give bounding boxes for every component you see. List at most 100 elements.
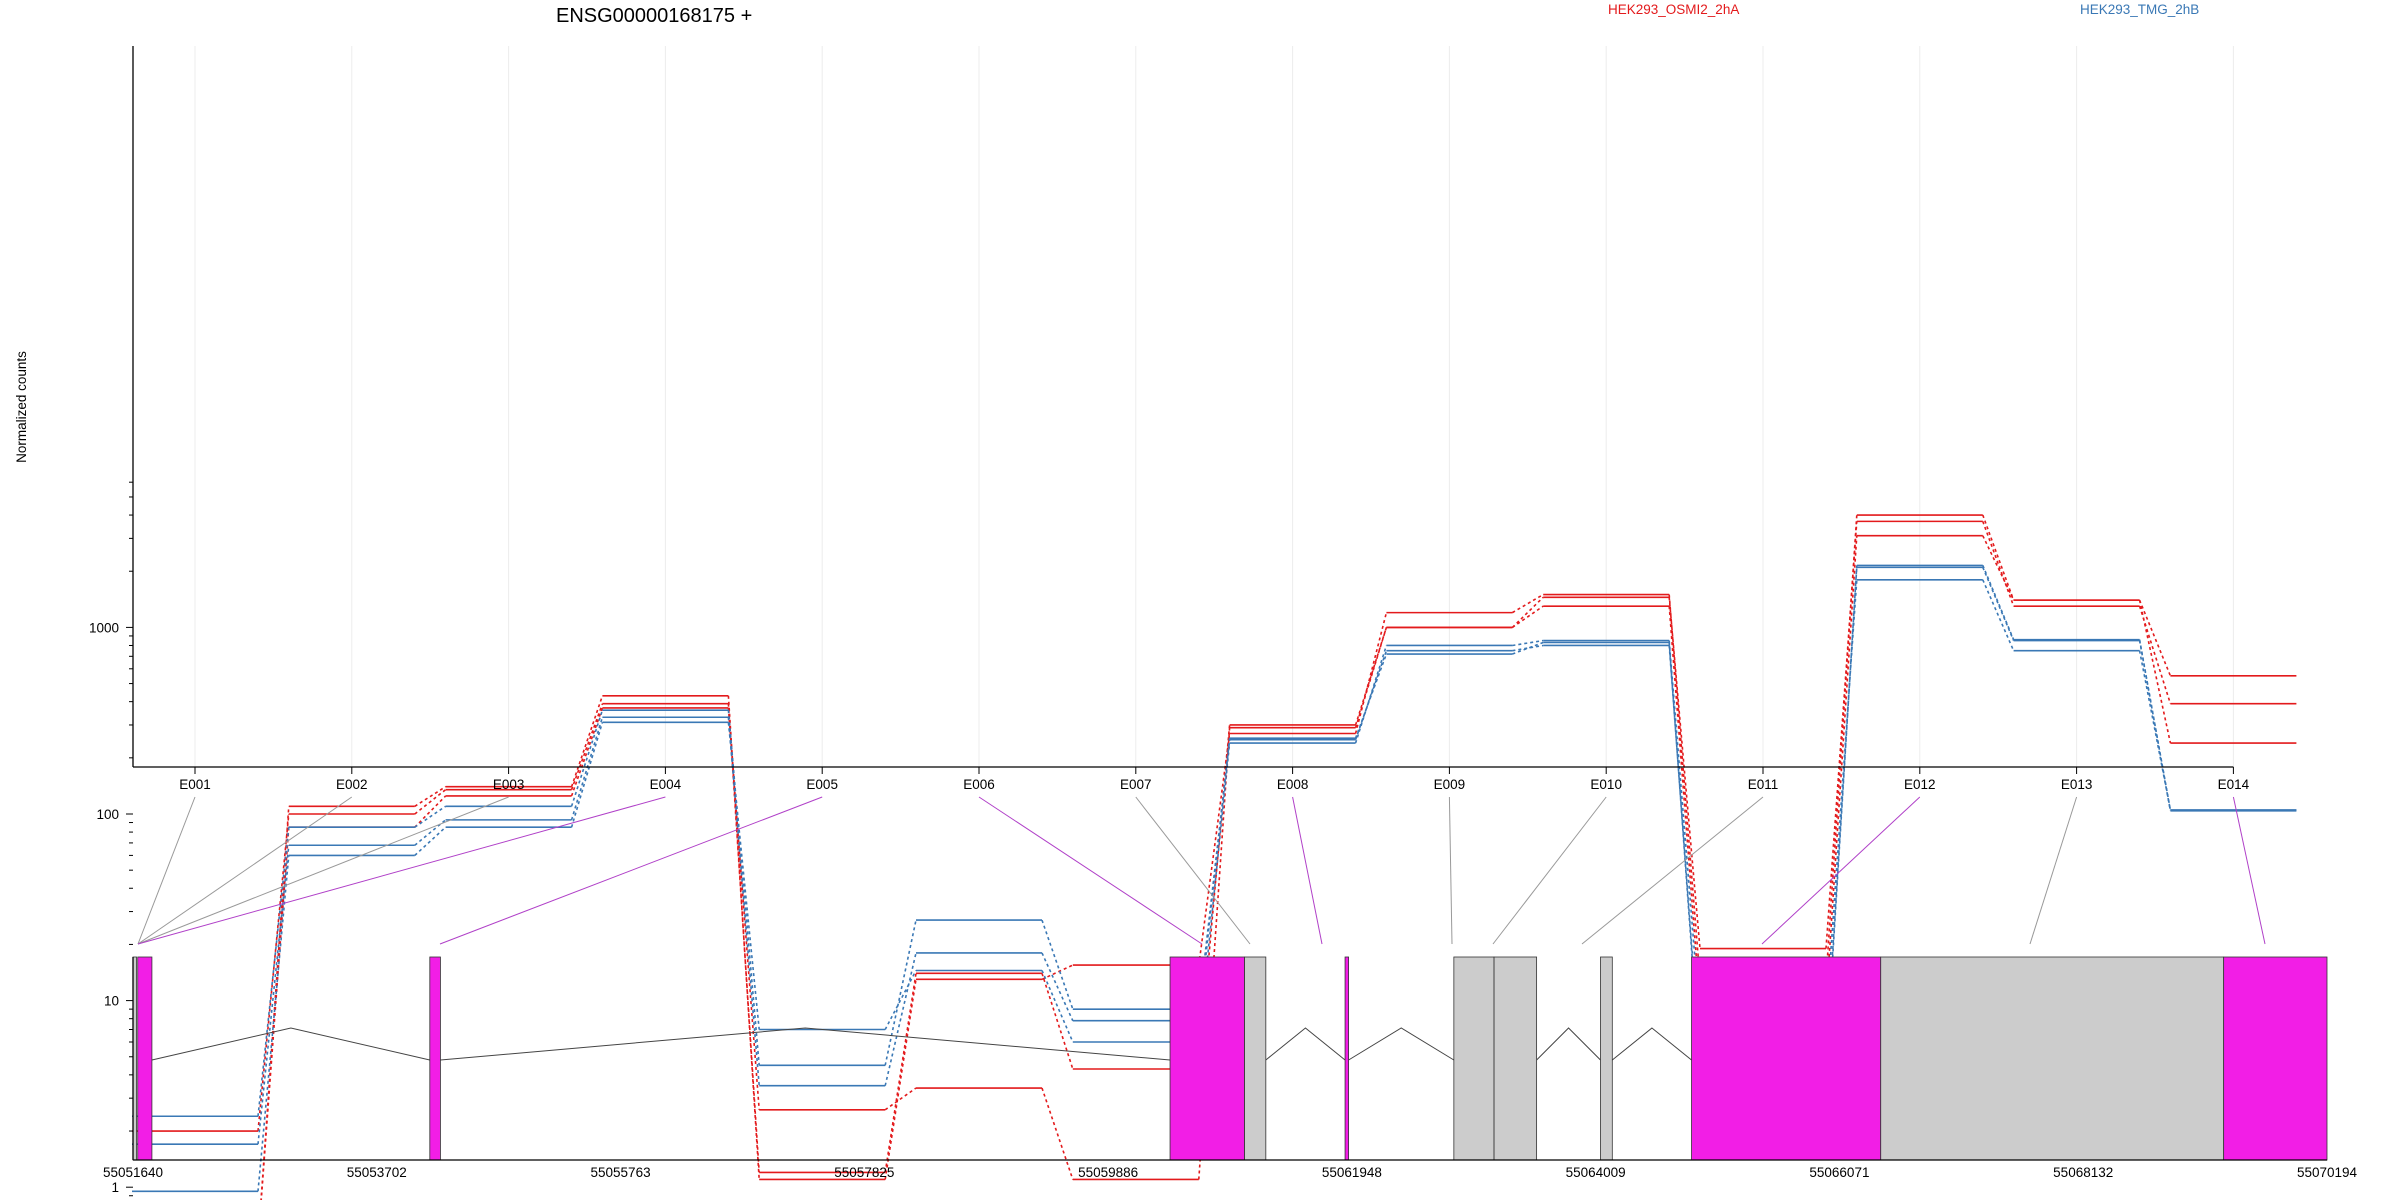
transition-e005: [884, 919, 917, 1066]
transition-e009: [1512, 639, 1544, 647]
x-tick-label-e013: E013: [2061, 777, 2093, 792]
y-tick-label: 100: [96, 807, 119, 822]
coordinate-label: 55064009: [1566, 1165, 1626, 1180]
exon-block-11: [1880, 956, 2225, 1161]
x-tick-label-e007: E007: [1120, 777, 1152, 792]
connector-e005: [439, 796, 823, 945]
legend-item-condition-a: HEK293_OSMI2_2hA: [1608, 2, 1739, 17]
transition-e013: [2138, 650, 2172, 811]
connector-e014: [2232, 796, 2266, 945]
x-tick-label-e009: E009: [1434, 777, 1466, 792]
transition-e006: [1041, 973, 1074, 1070]
transition-e005: [884, 979, 917, 1180]
legend-item-condition-b: HEK293_TMG_2hB: [2080, 2, 2199, 17]
exon-connectors: [137, 796, 2266, 945]
transition-e010: [1668, 642, 1701, 1066]
x-tick-label-e014: E014: [2218, 777, 2250, 792]
transition-e008: [1354, 650, 1388, 741]
transition-e012: [1982, 514, 2015, 601]
transition-e005: [884, 1087, 917, 1111]
gene-model: [132, 956, 2328, 1161]
transition-e002: [414, 826, 447, 856]
transition-e011: [1825, 515, 1858, 980]
transition-e006: [1041, 919, 1074, 1010]
x-tick-label-e011: E011: [1748, 777, 1779, 792]
transition-e008: [1354, 627, 1388, 726]
transition-e013: [2138, 599, 2172, 677]
coordinate-label: 55068132: [2053, 1165, 2113, 1180]
x-tick-label-e005: E005: [806, 777, 838, 792]
connector-e008: [1292, 796, 1323, 945]
transition-e003: [570, 695, 604, 787]
exon-block-5: [1244, 956, 1267, 1161]
y-tick-label: 1: [111, 1180, 119, 1195]
transition-e012: [1982, 521, 2015, 607]
exon-block-9: [1600, 956, 1613, 1161]
intron: [440, 1027, 1171, 1061]
connector-e011: [1581, 796, 1764, 945]
transition-e008: [1354, 612, 1388, 734]
connector-e009: [1448, 796, 1453, 945]
connector-e010: [1492, 796, 1607, 945]
transition-e012: [1982, 535, 2015, 601]
coordinate-label: 55059886: [1078, 1165, 1138, 1180]
transition-e006: [1041, 1087, 1074, 1180]
transition-e003: [570, 709, 604, 807]
connector-e002: [137, 796, 353, 945]
grid-lines: [194, 46, 2234, 767]
exon-block-7: [1453, 956, 1495, 1161]
x-tick-label-e012: E012: [1904, 777, 1936, 792]
coordinate-label: 55061948: [1322, 1165, 1382, 1180]
intron: [1536, 1027, 1601, 1061]
transition-e003: [570, 717, 604, 821]
x-axis: E001 E002 E003 E004 E005 E006 E007 E008 E009 E010…: [133, 766, 2250, 792]
transition-e010: [1668, 597, 1701, 949]
x-tick-label-e006: E006: [963, 777, 995, 792]
intron: [1611, 1027, 1692, 1061]
transition-e006: [1041, 970, 1074, 1043]
transition-e006: [1041, 952, 1074, 1022]
transition-e007: [1198, 733, 1231, 966]
transition-e002: [414, 789, 447, 815]
transition-e009: [1511, 605, 1544, 629]
series-lines: [132, 514, 2297, 1200]
transition-e004: [727, 710, 760, 1066]
transition-e013: [2138, 605, 2172, 704]
transition-e012: [1982, 579, 2015, 652]
x-tick-label-e001: E001: [179, 777, 211, 792]
transition-e008: [1354, 645, 1388, 744]
transition-e001: [257, 813, 290, 1132]
exon-block-12: [2223, 956, 2328, 1161]
transition-e001: [257, 855, 290, 1192]
genomic-coordinate-axis: 55051640 55053702 55055763 55057825 55059886…: [103, 957, 2358, 1180]
exon-block-2: [137, 956, 153, 1161]
transition-e013: [2138, 599, 2172, 744]
connector-e007: [1135, 796, 1251, 945]
coordinate-label: 55053702: [347, 1165, 407, 1180]
transition-e005: [884, 952, 917, 1086]
transition-e003: [570, 703, 604, 790]
x-tick-label-e008: E008: [1277, 777, 1309, 792]
y-tick-label: 1000: [89, 620, 119, 635]
transition-e003: [570, 722, 604, 828]
y-tick-label: 10: [104, 994, 119, 1009]
transition-e002: [414, 786, 447, 807]
y-axis-label: Normalized counts: [14, 351, 29, 463]
connector-e001: [137, 796, 196, 945]
exon-block-10: [1691, 956, 1882, 1161]
transition-e011: [1825, 521, 1858, 949]
intron: [1348, 1027, 1455, 1061]
transition-e009: [1511, 596, 1544, 628]
transition-e010: [1668, 606, 1701, 1005]
transition-e001: [257, 845, 290, 1145]
transition-e002: [414, 795, 447, 828]
transition-e003: [570, 707, 604, 797]
transition-e010: [1668, 594, 1701, 980]
transition-e005: [884, 970, 917, 1030]
x-tick-label-e010: E010: [1590, 777, 1622, 792]
transition-e005: [884, 973, 917, 1173]
series-a-3: [260, 534, 2297, 1200]
transition-e011: [1825, 579, 1858, 1021]
transition-e013: [2138, 640, 2172, 811]
